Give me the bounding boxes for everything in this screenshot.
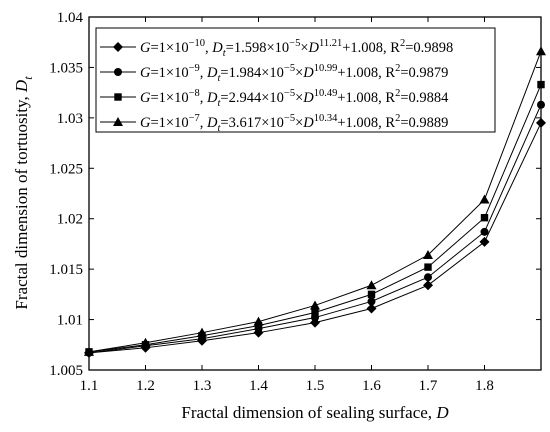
legend-entry-3: G=1×10−8, Dt=2.944×10−5×D10.49+1.008, R2… [140, 88, 449, 109]
x-tick-label: 1.2 [136, 378, 155, 394]
data-point-diamond [479, 236, 490, 247]
data-point-circle [480, 227, 489, 236]
x-tick-label: 1.1 [80, 378, 99, 394]
data-point-triangle [140, 337, 151, 347]
data-point-square [537, 80, 545, 89]
data-point-triangle [197, 327, 207, 337]
legend-entry-2: G=1×10−9, Dt=1.984×10−5×D10.99+1.008, R2… [140, 63, 448, 84]
data-point-circle [367, 297, 376, 306]
legend-entry-4: G=1×10−7, Dt=3.617×10−5×D10.34+1.008, R2… [140, 113, 448, 134]
x-axis-title: Fractal dimension of sealing surface, D [181, 403, 449, 422]
data-point-square [480, 214, 489, 222]
legend-marker-circle [114, 68, 122, 76]
legend-marker-triangle [113, 117, 123, 126]
legend-box [95, 27, 496, 133]
axis-ticks: 1.1 1.2 1.3 1.4 1.5 1.6 1.7 1.8 1.005 1.01 1.015 1.… [49, 10, 541, 394]
data-point-triangle [310, 300, 320, 310]
legend-marker-square [114, 93, 122, 101]
y-axis-title: Fractal dimension of tortuosity, Dt [12, 76, 35, 310]
x-tick-label: 1.3 [193, 378, 212, 394]
y-tick-label: 1.01 [57, 313, 83, 329]
y-tick-label: 1.025 [49, 161, 83, 177]
y-tick-label: 1.005 [49, 363, 83, 379]
data-point-square [254, 321, 263, 330]
data-point-triangle [366, 280, 377, 290]
data-point-diamond [366, 303, 377, 314]
data-point-square [424, 263, 432, 271]
data-point-triangle [253, 316, 264, 326]
y-tick-label: 1.04 [57, 10, 84, 26]
data-point-circle [537, 100, 545, 109]
data-point-diamond [536, 117, 546, 128]
x-tick-label: 1.5 [306, 378, 325, 394]
data-point-triangle [84, 346, 94, 356]
legend: G=1×10−10, Dt=1.598×10−5×D11.21+1.008, R… [100, 38, 453, 134]
data-point-triangle [536, 46, 546, 56]
y-tick-label: 1.015 [49, 262, 83, 278]
x-tick-label: 1.8 [475, 378, 494, 394]
data-point-circle [424, 273, 432, 282]
legend-entry-1: G=1×10−10, Dt=1.598×10−5×D11.21+1.008, R… [140, 38, 453, 59]
x-tick-label: 1.6 [362, 378, 381, 394]
data-point-square [367, 290, 376, 299]
series-markers [84, 46, 546, 358]
x-tick-label: 1.7 [419, 378, 438, 394]
y-tick-label: 1.02 [57, 212, 83, 228]
legend-marker-diamond [113, 42, 123, 52]
data-point-square [311, 308, 319, 317]
y-tick-label: 1.035 [49, 60, 83, 76]
y-tick-label: 1.03 [57, 111, 83, 127]
x-tick-label: 1.4 [249, 378, 268, 394]
data-point-triangle [479, 194, 490, 204]
data-point-diamond [423, 280, 433, 291]
data-point-triangle [423, 250, 433, 260]
